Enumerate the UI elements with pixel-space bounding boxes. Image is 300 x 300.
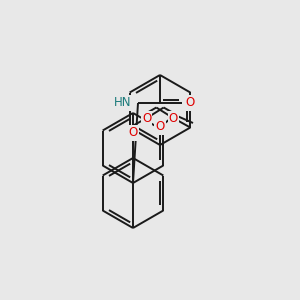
Text: O: O xyxy=(128,127,138,140)
Text: O: O xyxy=(142,112,151,125)
Text: O: O xyxy=(185,97,195,110)
Text: HN: HN xyxy=(113,97,131,110)
Text: O: O xyxy=(169,112,178,125)
Text: O: O xyxy=(155,121,165,134)
